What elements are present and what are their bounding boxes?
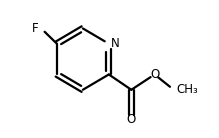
Text: F: F <box>32 22 39 35</box>
Text: CH₃: CH₃ <box>176 83 198 96</box>
Text: O: O <box>150 68 159 81</box>
Text: N: N <box>111 37 120 50</box>
Text: O: O <box>127 113 136 126</box>
